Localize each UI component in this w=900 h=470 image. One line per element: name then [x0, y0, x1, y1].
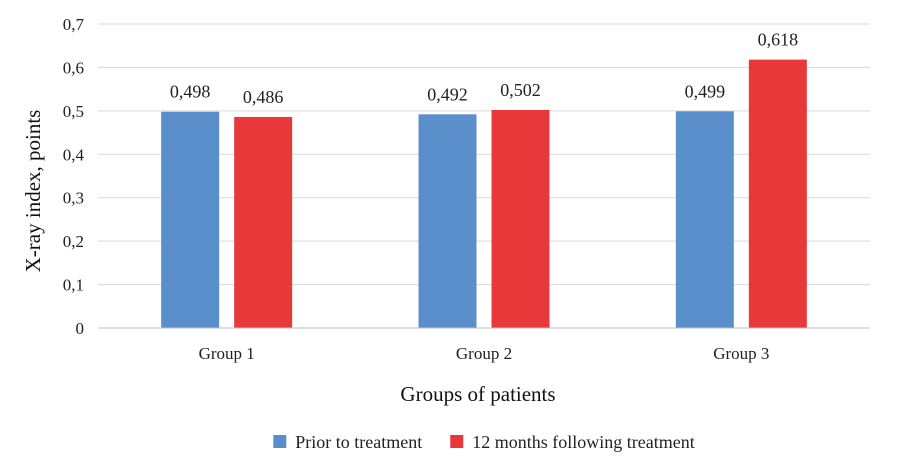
- data-label: 0,492: [427, 84, 468, 104]
- y-tick-label: 0: [76, 319, 85, 338]
- bars: [161, 59, 807, 329]
- y-tick-label: 0,5: [63, 102, 84, 121]
- bar-after-3: [748, 59, 807, 329]
- x-tick-label: Group 1: [199, 344, 255, 363]
- y-tick-label: 0,2: [63, 232, 84, 251]
- bar-prior-2: [418, 114, 477, 329]
- x-axis-title: Groups of patients: [400, 382, 555, 406]
- x-tick-label: Group 3: [713, 344, 769, 363]
- data-label: 0,502: [500, 80, 541, 100]
- y-tick-label: 0,3: [63, 189, 84, 208]
- y-tick-label: 0,1: [63, 276, 84, 295]
- y-axis-title: X-ray index, points: [21, 110, 45, 273]
- bar-prior-3: [675, 111, 734, 328]
- gridlines: [98, 23, 870, 286]
- legend-label: 12 months following treatment: [472, 432, 694, 452]
- data-labels: 0,498 0,486 0,492 0,502 0,499 0,618: [170, 30, 798, 107]
- y-tick-label: 0,7: [63, 15, 85, 34]
- y-axis-ticks: 0 0,1 0,2 0,3 0,4 0,5 0,6 0,7: [63, 15, 85, 338]
- bar-after-1: [234, 116, 293, 329]
- legend-swatch: [450, 435, 464, 448]
- x-axis-ticks: Group 1 Group 2 Group 3: [199, 344, 770, 363]
- data-label: 0,486: [243, 87, 284, 107]
- bar-prior-1: [161, 111, 220, 329]
- data-label: 0,499: [685, 81, 726, 101]
- data-label: 0,498: [170, 82, 211, 102]
- y-tick-label: 0,6: [63, 58, 84, 77]
- bar-after-2: [491, 109, 550, 328]
- legend: Prior to treatment 12 months following tr…: [273, 432, 695, 452]
- y-tick-label: 0,4: [63, 145, 85, 164]
- legend-label: Prior to treatment: [295, 432, 422, 452]
- x-tick-label: Group 2: [456, 344, 512, 363]
- data-label: 0,618: [758, 30, 799, 50]
- legend-swatch: [273, 435, 287, 448]
